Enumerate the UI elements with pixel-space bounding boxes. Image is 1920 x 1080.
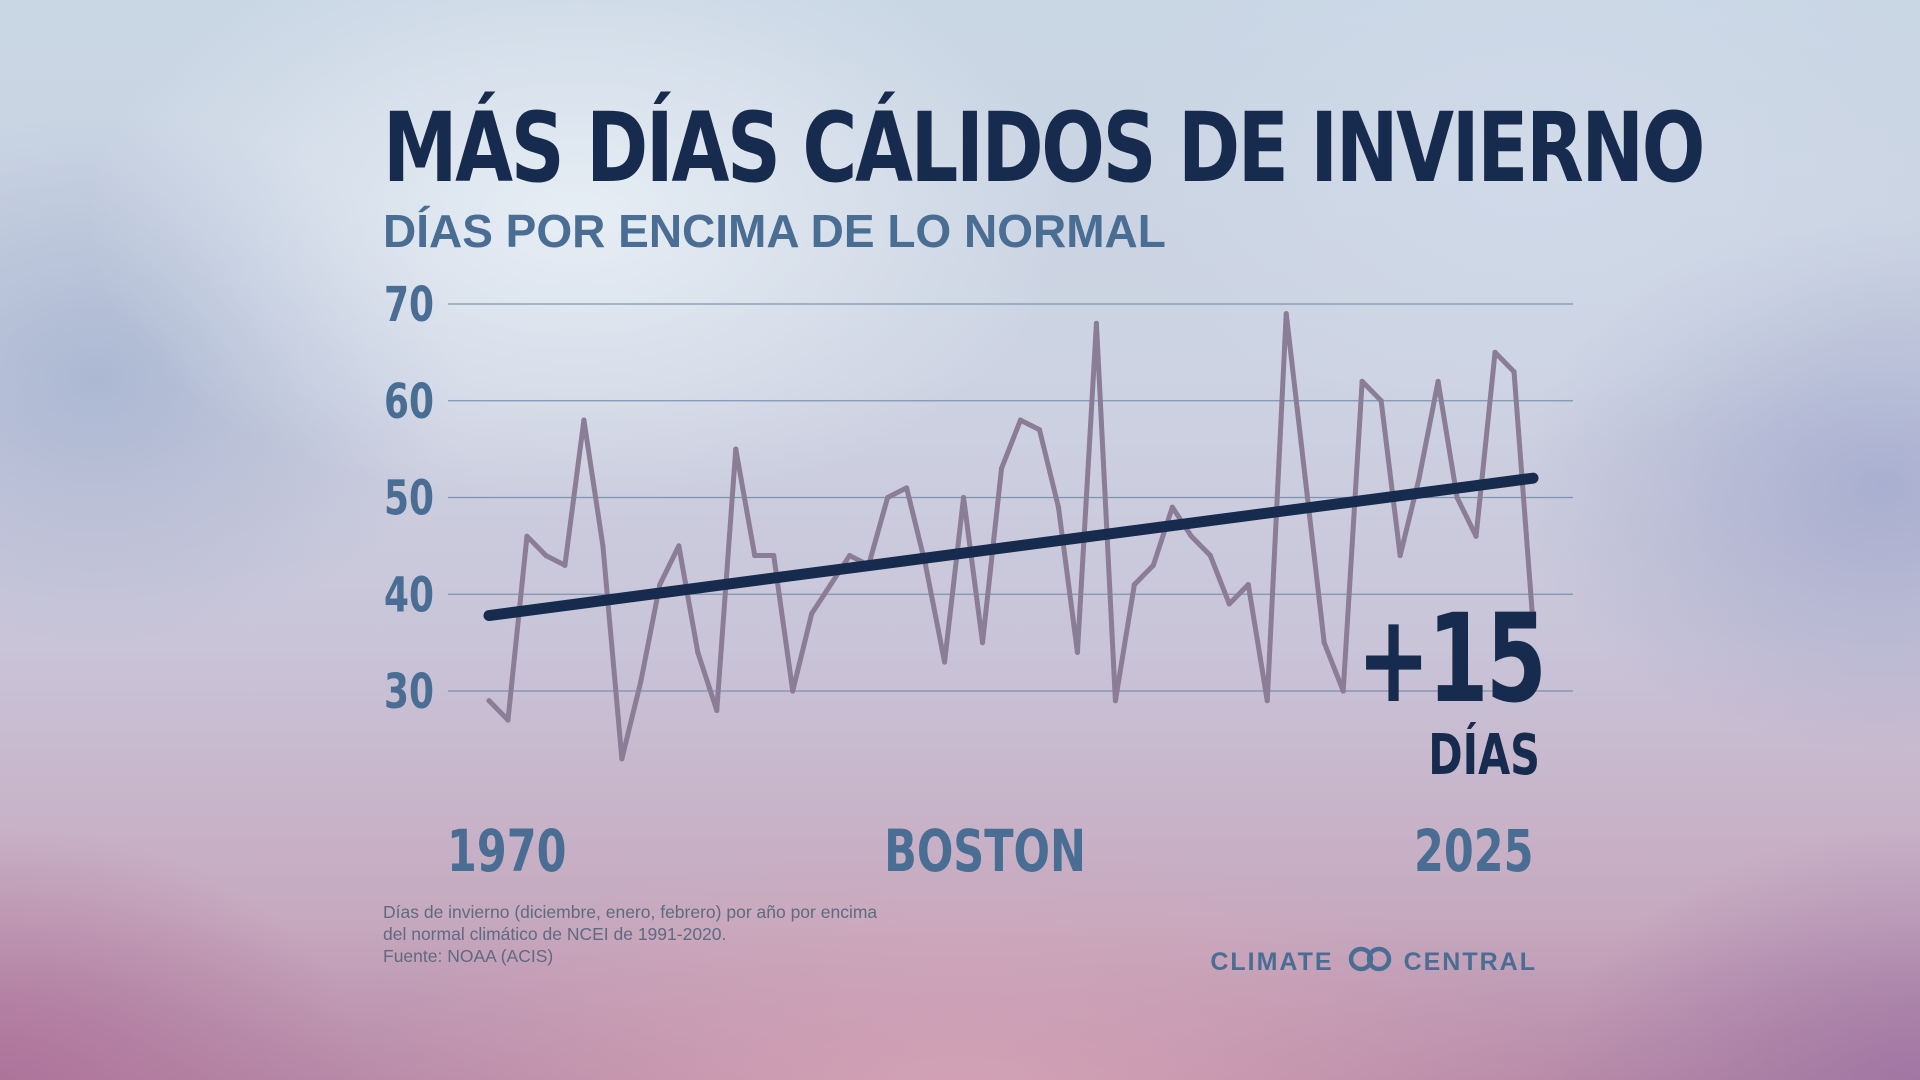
y-tick-label-30: 30 [384,664,434,720]
data-point-1984 [752,552,758,559]
data-point-1987 [809,611,815,617]
chart-title: MÁS DÍAS CÁLIDOS DE INVIERNO [383,92,1705,204]
data-point-2014 [1321,640,1327,646]
data-point-2006 [1169,504,1175,510]
data-point-1986 [790,688,796,694]
data-point-2018 [1397,552,1403,559]
data-point-2015 [1340,688,1346,694]
data-point-1971 [505,717,511,723]
footnote-line-1: Días de invierno (diciembre, enero, febr… [383,902,878,922]
data-point-1991 [885,494,891,501]
trend-group [483,472,1539,622]
data-point-1979 [657,581,663,588]
data-point-2024 [1511,369,1517,375]
data-point-1976 [600,543,606,549]
y-axis-ticks: 30 40 50 60 70 [384,277,434,720]
trend-line [483,472,1539,622]
data-point-2000 [1055,504,1062,510]
data-point-1973 [543,552,549,559]
footnote-line-2: del normal climático de NCEI de 1991-202… [383,924,727,944]
climate-central-logo: CLIMATE CENTRAL [1210,946,1537,979]
series-group [486,311,1536,762]
series-line-0 [486,311,1536,762]
data-point-1977 [619,756,625,762]
data-point-2016 [1359,378,1365,384]
data-point-1970 [486,698,492,704]
footnote: Días de invierno (diciembre, enero, febr… [383,901,1003,967]
data-point-2021 [1454,494,1460,501]
data-point-2013 [1302,475,1308,481]
data-point-2010 [1245,581,1251,588]
data-point-2017 [1378,398,1384,404]
data-point-1992 [904,485,910,491]
y-tick-label-60: 60 [384,374,434,430]
data-point-2023 [1492,349,1498,355]
data-point-2020 [1435,378,1441,384]
data-point-1999 [1036,427,1043,433]
linked-rings-icon [1345,946,1395,979]
data-point-1982 [714,707,720,713]
x-axis-end-label: 2025 [1413,817,1533,885]
data-point-1985 [771,552,777,559]
data-point-1998 [1017,417,1024,423]
data-point-2009 [1226,601,1232,607]
data-point-2001 [1074,649,1081,655]
data-point-1996 [979,640,986,646]
data-point-1997 [998,465,1005,472]
data-point-2008 [1207,552,1213,559]
y-tick-label-40: 40 [384,567,434,623]
location-label: BOSTON [884,817,1086,885]
trend-change-value: +15 [1356,588,1547,730]
y-tick-label-50: 50 [384,471,434,527]
y-tick-label-70: 70 [384,277,434,333]
data-point-2007 [1188,533,1194,539]
data-point-1981 [695,649,701,655]
brand-word-left: CLIMATE [1210,948,1334,976]
data-point-1975 [581,417,587,423]
data-point-2005 [1150,562,1156,568]
data-point-2002 [1093,320,1100,326]
data-point-1983 [733,446,739,452]
data-point-2011 [1264,698,1270,704]
brand-word-right: CENTRAL [1403,948,1537,976]
x-axis-start-label: 1970 [447,817,567,885]
data-point-2019 [1416,475,1422,481]
data-point-2012 [1283,311,1289,317]
data-point-1994 [941,659,948,665]
data-point-1972 [524,533,530,539]
data-point-1978 [638,678,644,684]
data-point-2022 [1473,533,1479,539]
data-point-1993 [922,562,929,568]
chart-subtitle: DÍAS POR ENCIMA DE LO NORMAL [383,205,1166,257]
data-point-1989 [847,552,853,559]
data-point-2003 [1112,698,1118,704]
data-point-2025 [1530,620,1536,626]
data-point-1988 [828,581,834,588]
data-point-1974 [562,562,568,568]
data-point-1980 [676,543,682,549]
footnote-source: Fuente: NOAA (ACIS) [383,946,554,966]
trend-change-unit: DÍAS [1428,723,1540,788]
data-point-1995 [960,494,967,501]
data-point-2004 [1131,581,1137,588]
